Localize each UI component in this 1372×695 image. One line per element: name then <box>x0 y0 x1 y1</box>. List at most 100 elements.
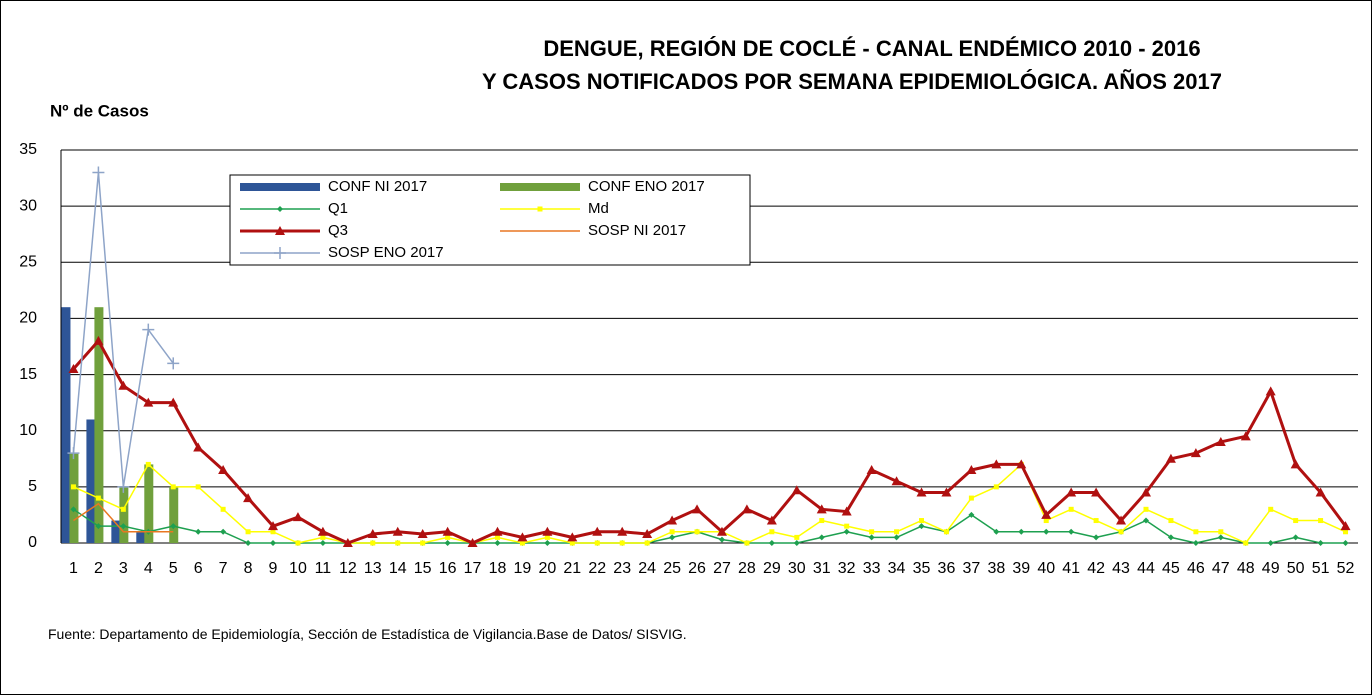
x-tick-label: 47 <box>1212 560 1230 577</box>
marker <box>716 526 727 536</box>
marker <box>544 540 551 546</box>
marker <box>544 534 550 540</box>
marker <box>718 536 725 543</box>
x-tick-label: 41 <box>1062 560 1080 577</box>
marker <box>844 523 850 529</box>
marker <box>816 504 827 514</box>
marker <box>1240 431 1251 441</box>
marker <box>444 540 451 546</box>
marker <box>1293 518 1299 524</box>
marker <box>392 526 403 536</box>
x-tick-label: 40 <box>1037 560 1055 577</box>
marker <box>1167 534 1174 541</box>
bar <box>136 531 146 543</box>
x-tick-label: 3 <box>119 560 128 577</box>
x-tick-label: 36 <box>938 560 956 577</box>
marker <box>1290 459 1301 469</box>
bar <box>61 307 71 543</box>
marker <box>868 534 875 541</box>
marker <box>218 465 229 475</box>
marker <box>1265 386 1276 396</box>
x-tick-label: 49 <box>1262 560 1280 577</box>
marker <box>167 357 180 370</box>
legend-label: CONF ENO 2017 <box>588 178 705 195</box>
marker <box>95 523 102 530</box>
legend: CONF NI 2017 CONF ENO 2017 Q1 Md Q3 SOSP NI 2… <box>229 174 751 266</box>
x-tick-label: 28 <box>738 560 756 577</box>
x-tick-label: 32 <box>838 560 856 577</box>
marker <box>517 532 528 542</box>
source-note: Fuente: Departamento de Epidemiología, S… <box>48 626 687 642</box>
marker <box>1093 518 1099 524</box>
marker <box>843 528 850 535</box>
marker <box>966 465 977 475</box>
marker <box>841 506 852 516</box>
bar <box>144 464 154 543</box>
marker <box>819 518 825 524</box>
marker <box>1215 436 1226 446</box>
marker <box>1315 487 1326 497</box>
marker <box>1165 453 1176 463</box>
marker <box>367 529 378 539</box>
marker <box>245 529 251 535</box>
legend-swatch <box>240 183 320 191</box>
bar <box>94 307 104 543</box>
marker <box>317 526 328 536</box>
x-tick-label: 27 <box>713 560 731 577</box>
x-tick-label: 29 <box>763 560 781 577</box>
x-tick-label: 51 <box>1312 560 1330 577</box>
marker <box>142 323 155 336</box>
marker <box>519 540 525 546</box>
x-tick-label: 17 <box>464 560 482 577</box>
marker <box>569 540 575 546</box>
marker <box>669 529 675 535</box>
marker <box>1217 534 1224 541</box>
y-tick-label: 25 <box>19 254 37 271</box>
bar <box>86 419 96 543</box>
marker <box>170 484 176 490</box>
legend-label: SOSP ENO 2017 <box>328 244 444 261</box>
x-tick-label: 24 <box>638 560 656 577</box>
marker <box>1318 518 1324 524</box>
line <box>73 463 1346 544</box>
marker <box>395 540 401 546</box>
marker <box>744 540 750 546</box>
y-tick-label: 20 <box>19 310 37 327</box>
marker <box>1068 506 1074 512</box>
x-tick-label: 48 <box>1237 560 1255 577</box>
marker <box>275 226 285 235</box>
marker <box>667 515 678 525</box>
x-tick-label: 20 <box>538 560 556 577</box>
marker <box>891 476 902 486</box>
x-tick-label: 34 <box>888 560 906 577</box>
marker <box>741 504 752 514</box>
x-tick-label: 4 <box>144 560 153 577</box>
legend-label: Md <box>588 200 609 217</box>
marker <box>642 529 653 539</box>
marker <box>793 540 800 546</box>
marker <box>993 528 1000 535</box>
marker <box>92 166 105 179</box>
marker <box>445 534 451 540</box>
x-tick-label: 8 <box>244 560 253 577</box>
y-tick-label: 5 <box>28 478 37 495</box>
line <box>72 339 1347 545</box>
marker <box>1093 534 1100 541</box>
marker <box>592 526 603 536</box>
x-tick-label: 10 <box>289 560 307 577</box>
marker <box>617 526 628 536</box>
marker <box>766 515 777 525</box>
marker <box>794 534 800 540</box>
marker <box>791 485 802 495</box>
marker <box>594 540 600 546</box>
marker <box>1292 534 1299 541</box>
x-tick-label: 7 <box>219 560 228 577</box>
marker <box>193 442 204 452</box>
marker <box>70 484 76 490</box>
marker <box>991 459 1002 469</box>
marker <box>274 247 286 259</box>
marker <box>1218 529 1224 535</box>
x-tick-label: 33 <box>863 560 881 577</box>
x-tick-label: 45 <box>1162 560 1180 577</box>
